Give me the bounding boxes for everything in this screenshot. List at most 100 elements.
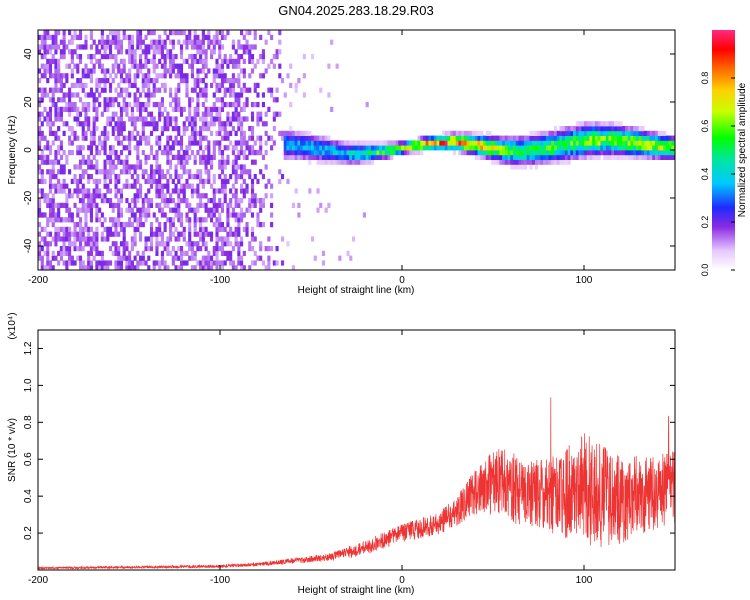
heat-cell <box>95 178 99 184</box>
heat-cell <box>513 140 517 146</box>
heat-cell <box>51 159 55 165</box>
heat-cell <box>207 169 211 175</box>
heat-cell <box>46 49 50 55</box>
heat-cell <box>166 169 170 175</box>
heat-cell <box>392 145 397 151</box>
heat-cell <box>48 145 53 151</box>
heat-cell <box>272 140 276 146</box>
heat-cell <box>633 126 637 132</box>
heat-cell <box>89 58 93 64</box>
heat-cell <box>177 193 181 199</box>
heat-cell <box>212 174 216 180</box>
heat-cell <box>78 34 83 40</box>
heat-cell <box>431 145 435 151</box>
heat-cell <box>215 111 219 117</box>
heat-cell <box>100 169 104 175</box>
heat-cell <box>209 154 214 160</box>
heat-cell <box>177 150 181 156</box>
heat-cell <box>584 130 588 136</box>
heat-cell <box>108 82 113 88</box>
heat-cell <box>128 260 132 266</box>
heat-cell <box>641 145 645 151</box>
heat-cell <box>106 265 110 270</box>
heat-cell <box>562 130 566 136</box>
heat-cell <box>226 102 230 108</box>
heat-cell <box>108 54 113 60</box>
heat-cell <box>351 145 356 151</box>
heat-cell <box>308 159 312 165</box>
heat-cell <box>190 174 195 180</box>
heat-cell <box>480 130 484 136</box>
heat-cell <box>521 135 525 141</box>
heat-cell <box>665 140 670 146</box>
heat-cell <box>166 126 170 132</box>
heat-cell <box>147 188 151 194</box>
heat-cell <box>125 78 129 84</box>
heat-cell <box>103 159 107 165</box>
heat-cell <box>188 102 192 108</box>
heat-cell <box>532 150 536 156</box>
heat-cell <box>70 140 74 146</box>
heat-cell <box>130 121 134 127</box>
heat-cell <box>117 116 121 122</box>
heat-cell <box>43 44 47 50</box>
heat-cell <box>289 126 293 132</box>
heat-cell <box>95 226 99 232</box>
heat-cell <box>98 150 102 156</box>
heat-cell <box>78 30 83 36</box>
heat-cell <box>311 154 315 160</box>
heat-cell <box>117 212 121 218</box>
heat-cell <box>532 159 536 165</box>
heat-cell <box>594 145 599 151</box>
heat-cell <box>240 135 244 141</box>
heat-cell <box>114 154 118 160</box>
heat-cell <box>654 130 659 136</box>
heat-cell <box>95 164 99 170</box>
heat-cell <box>220 154 225 160</box>
heat-cell <box>117 250 121 256</box>
heat-cell <box>343 150 347 156</box>
heat-cell <box>605 121 609 127</box>
heat-cell <box>220 82 225 88</box>
heat-cell <box>141 250 145 256</box>
heat-cell <box>256 116 260 122</box>
heat-cell <box>218 39 222 45</box>
heat-cell <box>603 135 607 141</box>
heat-cell <box>264 140 268 146</box>
heat-cell <box>253 174 257 180</box>
heat-cell <box>103 217 107 223</box>
heat-cell <box>256 58 260 64</box>
heat-cell <box>201 255 205 261</box>
heat-cell <box>368 154 372 160</box>
heat-cell <box>532 140 536 146</box>
heat-cell <box>54 111 58 117</box>
heat-cell <box>291 135 296 141</box>
heat-cell <box>270 135 274 141</box>
heat-cell <box>387 150 391 156</box>
heat-cell <box>57 178 61 184</box>
heat-cell <box>128 39 132 45</box>
heat-cell <box>169 198 173 204</box>
heat-cell <box>130 241 134 247</box>
heat-cell <box>212 207 216 213</box>
heat-cell <box>431 135 435 141</box>
heat-cell <box>141 106 145 112</box>
heat-cell <box>160 188 164 194</box>
heat-cell <box>663 135 667 141</box>
heat-cell <box>463 140 468 146</box>
heat-cell <box>43 92 47 98</box>
heat-cell <box>567 150 571 156</box>
heat-cell <box>321 135 326 141</box>
heat-cell <box>136 87 140 93</box>
heat-cell <box>362 159 366 165</box>
heat-cell <box>98 140 102 146</box>
heat-cell <box>237 44 241 50</box>
heat-cell <box>144 193 148 199</box>
heat-cell <box>199 246 203 252</box>
heat-cell <box>70 102 74 108</box>
heat-cell <box>103 174 107 180</box>
heat-cell <box>346 250 350 256</box>
heat-cell <box>163 44 167 50</box>
heat-cell <box>160 255 164 261</box>
heat-cell <box>100 260 104 266</box>
